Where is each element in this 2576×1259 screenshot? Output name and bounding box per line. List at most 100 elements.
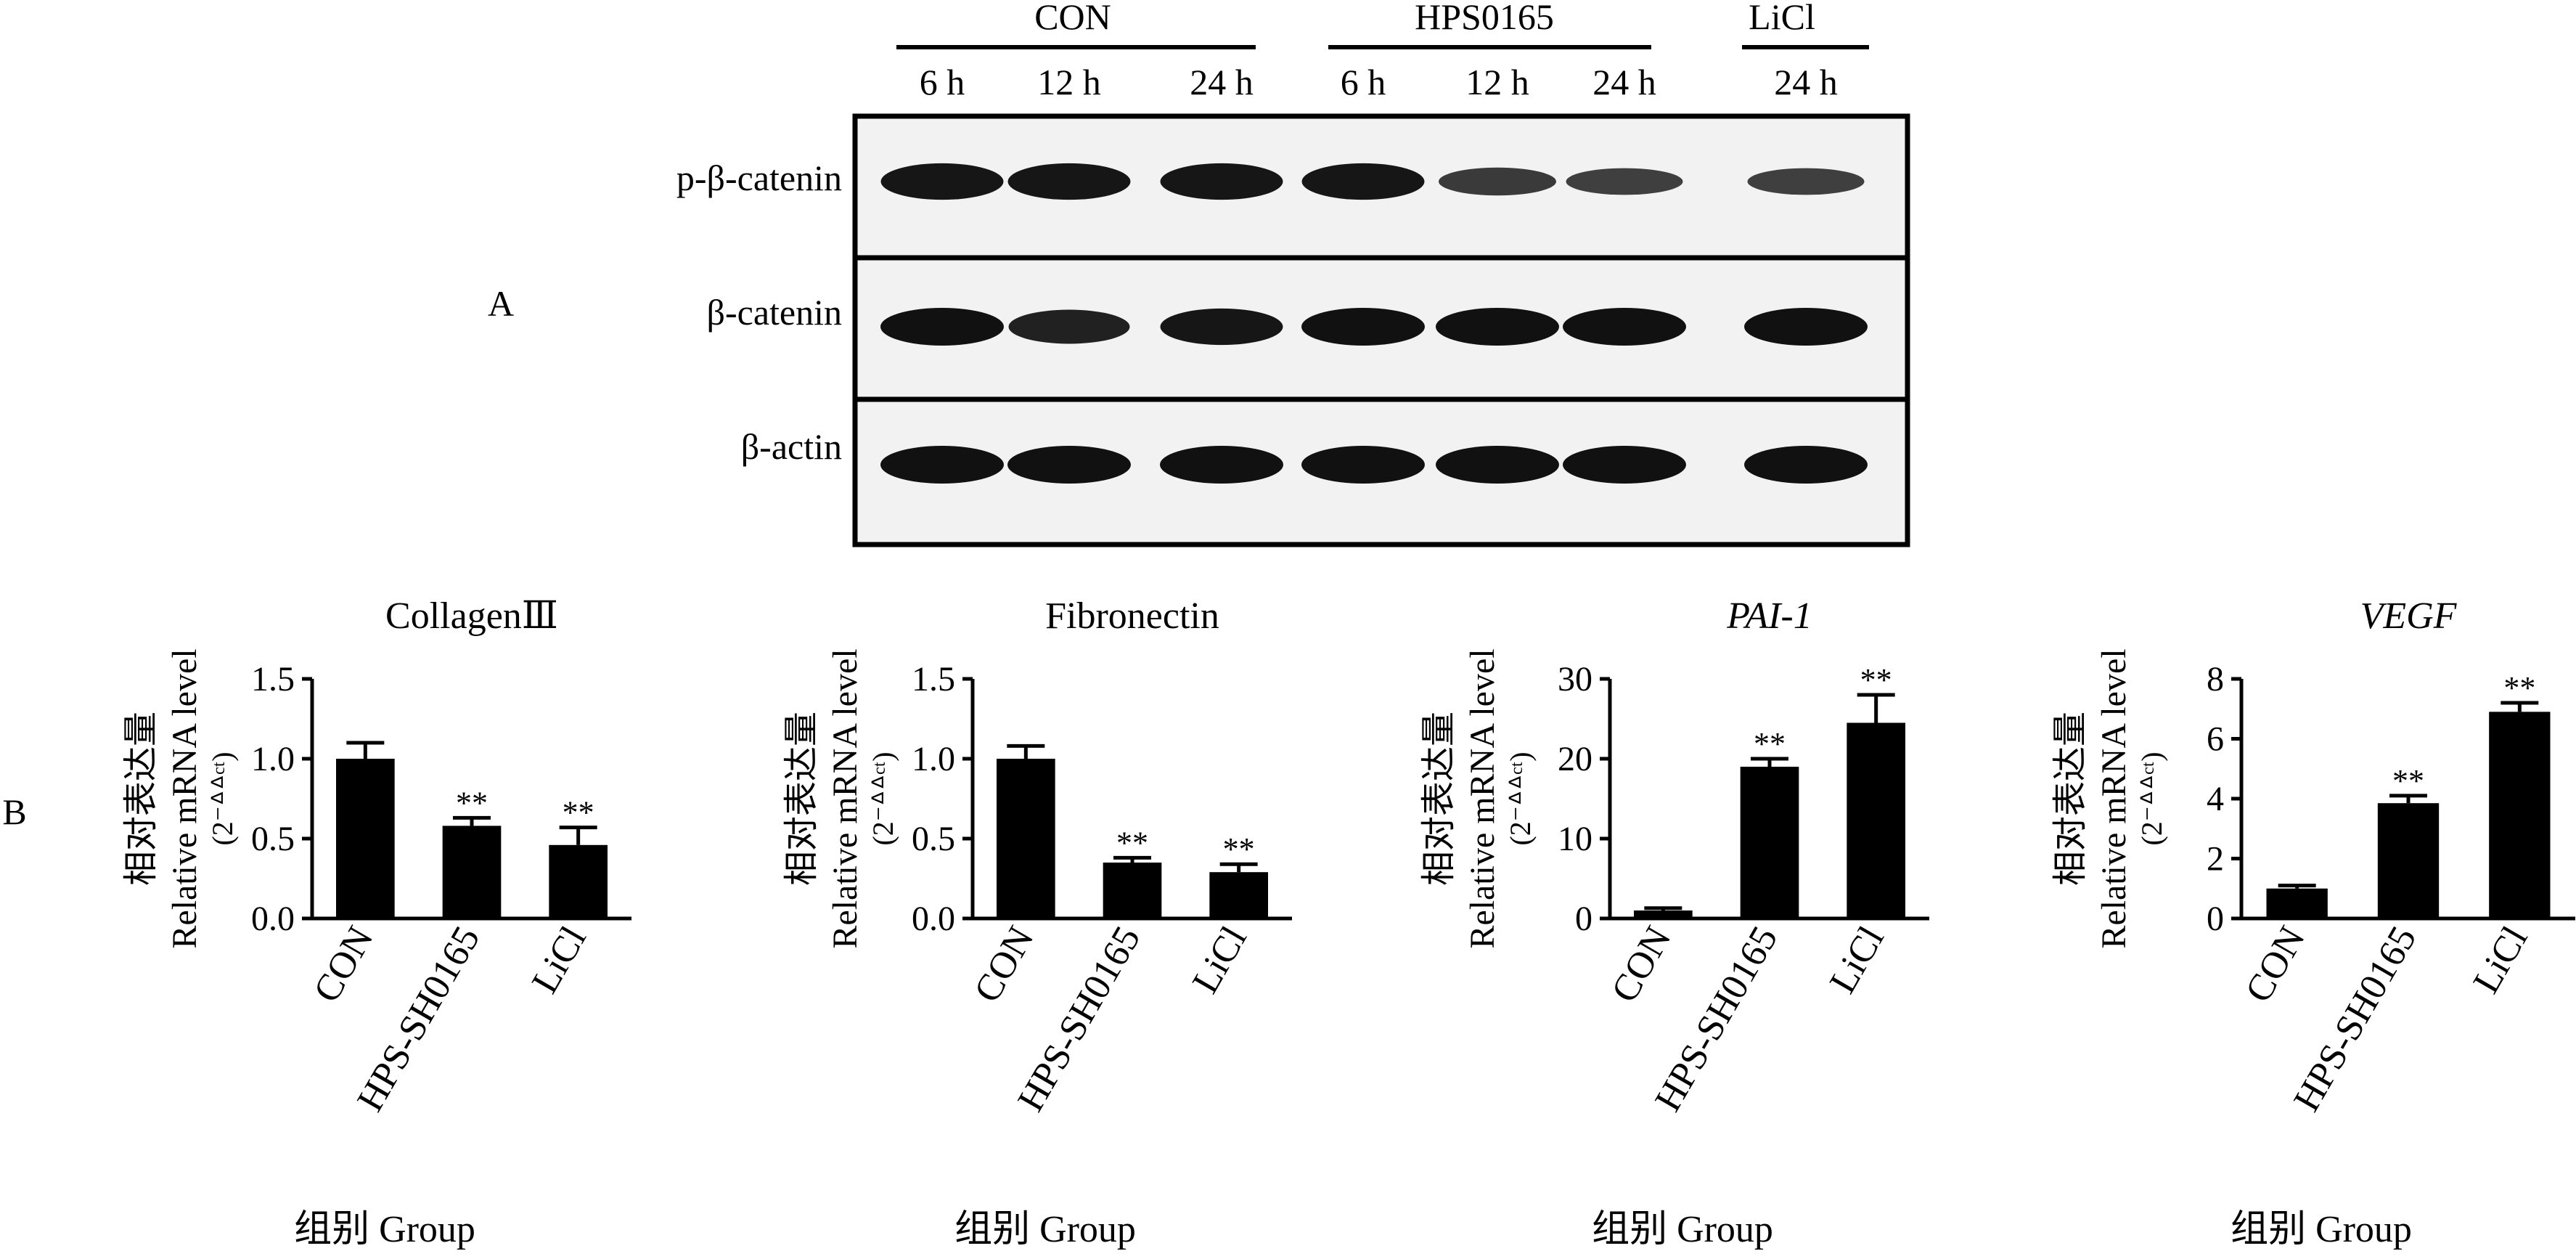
significance-mark: ** — [1223, 831, 1255, 867]
y-tick-label: 1.5 — [251, 660, 295, 698]
blot-band — [1563, 308, 1686, 346]
blot-band — [1160, 446, 1283, 484]
blot-band — [1301, 446, 1425, 484]
significance-mark: ** — [2503, 670, 2535, 706]
blot-band — [880, 308, 1004, 346]
blot-band — [1744, 446, 1868, 484]
significance-mark: ** — [1116, 825, 1148, 860]
y-tick-label: 0 — [1575, 900, 1592, 938]
y-tick-label: 0.5 — [912, 820, 955, 858]
blot-band — [1008, 309, 1130, 344]
y-axis-label-en: Relative mRNA level — [2095, 648, 2133, 948]
y-tick-label: 20 — [1558, 740, 1592, 778]
significance-mark: ** — [563, 795, 594, 831]
blot-band — [1436, 308, 1559, 346]
y-tick-label: 10 — [1558, 820, 1592, 858]
blot-bands — [880, 163, 1868, 484]
blot-band — [1439, 167, 1556, 196]
panel-label-b: B — [2, 791, 26, 832]
significance-mark: ** — [1860, 662, 1892, 698]
significance-mark: ** — [1754, 726, 1786, 762]
blot-band — [1747, 168, 1865, 195]
y-tick-label: 6 — [2207, 720, 2224, 759]
blot-band — [1007, 446, 1131, 484]
bar-charts: 0.00.51.01.5CollagenⅢCON**HPS-SH0165**Li… — [122, 595, 2575, 1250]
bar — [1847, 722, 1905, 918]
y-tick-label: 2 — [2207, 840, 2224, 879]
blot-group-label: CON — [1034, 0, 1111, 37]
significance-mark: ** — [2392, 763, 2424, 799]
significance-mark: ** — [456, 785, 488, 820]
category-label: LiCl — [2466, 920, 2536, 1001]
blot-band — [1566, 168, 1683, 195]
y-axis-label-unit: (2⁻ᐞᐞᶜᵗ) — [206, 751, 239, 845]
category-label: CON — [2238, 920, 2313, 1010]
lane-label: 6 h — [920, 62, 965, 102]
y-axis-label-en: Relative mRNA level — [165, 648, 204, 948]
blot-band — [880, 163, 1004, 200]
y-axis-label-unit: (2⁻ᐞᐞᶜᵗ) — [1504, 751, 1537, 845]
blot-band — [1160, 163, 1283, 200]
chart-title: PAI-1 — [1726, 595, 1812, 637]
blot-band — [1301, 163, 1425, 200]
blot-band — [1563, 446, 1686, 484]
y-tick-label: 1.5 — [912, 660, 955, 698]
blot-group-label: HPS0165 — [1415, 0, 1554, 37]
blot-row-label: β-catenin — [707, 292, 842, 333]
y-tick-label: 1.0 — [912, 740, 955, 778]
blot-band — [1160, 308, 1283, 346]
chart-1: 0.00.51.01.5CollagenⅢCON**HPS-SH0165**Li… — [122, 595, 631, 1250]
y-tick-label: 8 — [2207, 660, 2224, 698]
bar — [2489, 712, 2551, 918]
lane-label: 24 h — [1774, 62, 1838, 102]
category-label: CON — [1603, 920, 1679, 1010]
bar — [442, 826, 502, 918]
category-label: CON — [306, 920, 381, 1010]
category-label: CON — [966, 920, 1042, 1010]
blot-band — [1744, 308, 1868, 346]
y-tick-label: 30 — [1558, 660, 1592, 698]
blot-band — [1436, 446, 1559, 484]
bar — [1209, 872, 1268, 918]
y-axis-label-en: Relative mRNA level — [1463, 648, 1502, 948]
category-label: LiCl — [1185, 920, 1255, 1001]
bar — [549, 844, 608, 918]
bar — [336, 759, 395, 918]
y-axis-label-cn: 相对表达量 — [122, 712, 160, 886]
y-axis-label-cn: 相对表达量 — [1420, 712, 1458, 886]
y-tick-label: 0.0 — [251, 900, 295, 938]
lane-label: 24 h — [1592, 62, 1656, 102]
blot-row-label: β-actin — [741, 426, 842, 467]
blot-group-label: LiCl — [1749, 0, 1815, 37]
bar — [997, 759, 1055, 918]
chart-2: 0.00.51.01.5FibronectinCON**HPS-SH0165**… — [782, 595, 1292, 1250]
x-axis-label: 组别 Group — [954, 1209, 1136, 1250]
x-axis-label: 组别 Group — [1592, 1209, 1773, 1250]
y-tick-label: 0.0 — [912, 900, 955, 938]
x-axis-label: 组别 Group — [294, 1209, 475, 1250]
chart-title: CollagenⅢ — [385, 595, 558, 637]
y-axis-label-unit: (2⁻ᐞᐞᶜᵗ) — [2135, 751, 2168, 845]
y-tick-label: 1.0 — [251, 740, 295, 778]
category-label: LiCl — [524, 920, 594, 1001]
chart-title: VEGF — [2360, 595, 2458, 637]
y-tick-label: 0.5 — [251, 820, 295, 858]
category-label: LiCl — [1822, 920, 1892, 1001]
bar — [2266, 888, 2328, 918]
y-axis-label-unit: (2⁻ᐞᐞᶜᵗ) — [867, 751, 899, 845]
blot-row-label: p-β-catenin — [676, 158, 842, 198]
lane-label: 12 h — [1037, 62, 1101, 102]
lane-label: 24 h — [1190, 62, 1254, 102]
y-axis-label-en: Relative mRNA level — [826, 648, 864, 948]
y-tick-label: 0 — [2207, 900, 2224, 938]
lane-label: 12 h — [1465, 62, 1529, 102]
blot-band — [1007, 163, 1131, 200]
y-axis-label-cn: 相对表达量 — [782, 712, 821, 886]
blot-band — [880, 446, 1004, 484]
bar — [1634, 910, 1693, 918]
blot-band — [1301, 308, 1425, 346]
y-tick-label: 4 — [2207, 780, 2224, 818]
bar — [2377, 803, 2440, 918]
